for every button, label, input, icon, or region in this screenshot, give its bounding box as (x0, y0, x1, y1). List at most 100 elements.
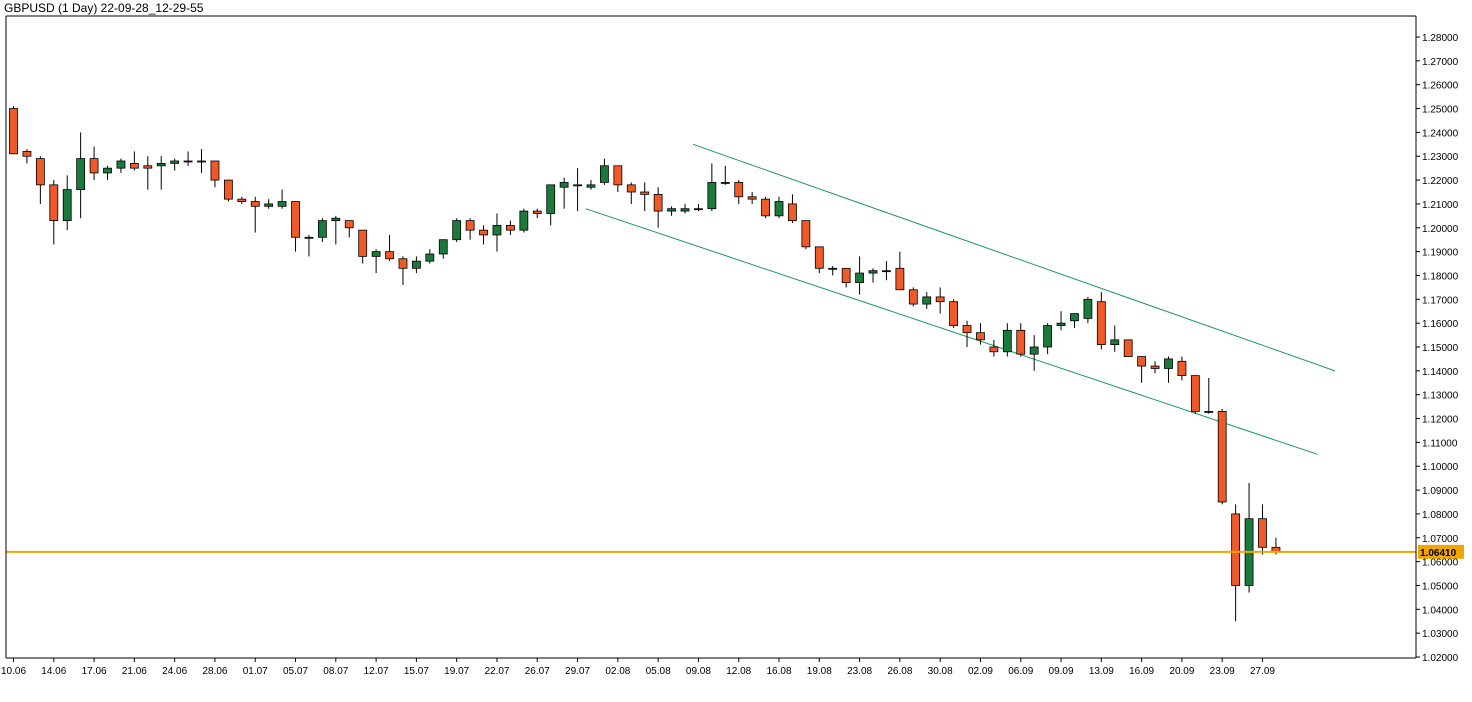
candle-body (9, 108, 18, 155)
candle (1231, 504, 1241, 622)
candle-body (1070, 313, 1079, 322)
x-tick-label: 16.09 (1129, 666, 1154, 677)
y-tick-label: 1.07000 (1422, 534, 1459, 545)
candle (116, 158, 126, 173)
x-tick-label: 12.07 (364, 666, 389, 677)
candle-body (331, 217, 341, 222)
candle (814, 246, 824, 274)
candle-body (103, 167, 112, 174)
candle (438, 239, 448, 259)
candle-body (411, 260, 421, 269)
candle (1056, 311, 1066, 331)
candle (1002, 323, 1012, 357)
candle-body (49, 184, 59, 222)
candle-body (250, 201, 260, 207)
candle-body (479, 229, 488, 236)
x-tick-label: 02.09 (968, 666, 993, 677)
y-tick-label: 1.03000 (1422, 629, 1459, 640)
chart-title: GBPUSD (1 Day) 22-09-28_12-29-55 (4, 1, 204, 15)
y-tick-label: 1.26000 (1422, 81, 1459, 92)
candle (1177, 356, 1187, 381)
x-tick-label: 30.08 (928, 666, 953, 677)
candle (398, 256, 408, 285)
candle-body (264, 203, 274, 207)
candle-body (868, 270, 878, 274)
candle (600, 158, 609, 185)
x-tick-label: 20.09 (1169, 666, 1194, 677)
candle (344, 220, 354, 238)
candle-body (600, 165, 609, 183)
y-tick-label: 1.17000 (1422, 295, 1459, 306)
candle-body (573, 184, 582, 187)
x-tick-label: 26.08 (887, 666, 912, 677)
candle (89, 146, 99, 181)
candle-body (35, 158, 45, 186)
candle (1043, 323, 1053, 355)
candle-body (1056, 322, 1066, 326)
candle (694, 203, 703, 212)
candle-body (788, 203, 797, 222)
candle (317, 218, 327, 243)
candle (250, 196, 260, 233)
candle (935, 287, 945, 314)
candle (1070, 313, 1079, 328)
candle (304, 234, 314, 257)
candle (546, 184, 556, 226)
candle (1258, 504, 1267, 555)
y-tick-label: 1.28000 (1422, 33, 1459, 44)
candle (532, 208, 542, 219)
candle-body (640, 191, 650, 195)
y-tick-label: 1.24000 (1422, 128, 1459, 139)
candle-body (1204, 410, 1214, 413)
candle (358, 229, 368, 264)
x-tick-label: 24.06 (162, 666, 187, 677)
candle-body (774, 201, 784, 217)
candle (492, 213, 502, 252)
y-tick-label: 1.15000 (1422, 343, 1459, 354)
candle (1123, 339, 1133, 357)
candle-body (882, 270, 891, 273)
candle-body (425, 253, 435, 262)
candle-body (962, 325, 972, 334)
candle (479, 225, 488, 245)
y-tick-label: 1.27000 (1422, 57, 1459, 68)
y-tick-label: 1.21000 (1422, 200, 1459, 211)
candle-body (210, 160, 220, 181)
candle-body (747, 196, 757, 200)
x-tick-label: 09.09 (1049, 666, 1074, 677)
y-tick-label: 1.18000 (1422, 271, 1459, 282)
candle (452, 218, 462, 243)
x-tick-label: 05.07 (283, 666, 308, 677)
candle-body (197, 160, 206, 163)
x-tick-label: 14.06 (41, 666, 66, 677)
candle-body (76, 158, 86, 191)
x-tick-label: 28.06 (202, 666, 227, 677)
candle (331, 215, 341, 245)
x-tick-label: 15.07 (404, 666, 429, 677)
y-tick-label: 1.16000 (1422, 319, 1459, 330)
candle-body (828, 267, 838, 270)
y-tick-label: 1.11000 (1422, 438, 1458, 449)
candle (976, 323, 985, 345)
candle (922, 292, 932, 309)
candle (1217, 409, 1227, 505)
candle-body (989, 346, 999, 353)
x-tick-label: 21.06 (122, 666, 147, 677)
candle (103, 165, 112, 181)
candle (962, 320, 972, 347)
candle-body (949, 301, 958, 326)
candle-body (116, 160, 126, 169)
candle (653, 187, 663, 228)
candle (855, 256, 864, 295)
candle-body (344, 220, 354, 229)
candle (640, 182, 650, 212)
candle (680, 203, 690, 214)
candle-body (908, 289, 918, 305)
candle-body (519, 210, 529, 231)
candle-body (761, 198, 770, 217)
candle (210, 160, 220, 188)
candle (1096, 292, 1106, 350)
candle-body (371, 251, 381, 257)
candle (586, 180, 596, 190)
y-tick-label: 1.04000 (1422, 605, 1459, 616)
